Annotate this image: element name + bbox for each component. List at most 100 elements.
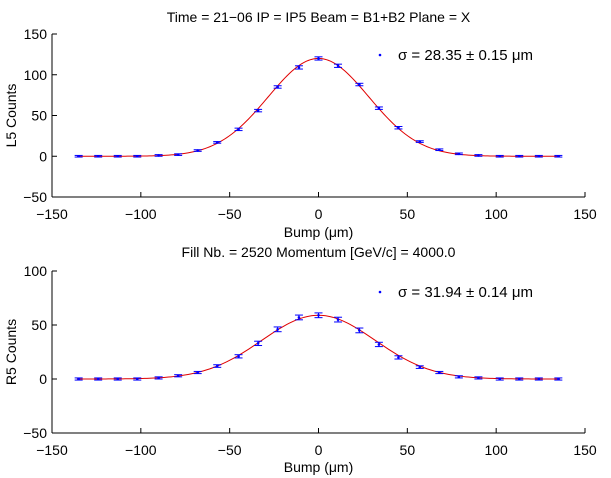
point-marker <box>358 83 361 86</box>
x-tick-label: 150 <box>573 442 597 458</box>
data-point <box>193 370 202 375</box>
y-tick-label: 50 <box>31 317 47 333</box>
data-point <box>474 376 483 380</box>
chart-2: Fill Nb. = 2520 Momentum [GeV/c] = 4000.… <box>3 244 597 475</box>
point-marker <box>336 318 340 321</box>
point-marker <box>157 154 160 157</box>
y-tick-label: 100 <box>24 263 48 279</box>
point-marker <box>498 377 502 381</box>
point-marker <box>457 375 461 379</box>
point-marker <box>477 376 480 380</box>
point-marker <box>176 374 180 378</box>
data-point <box>474 154 483 157</box>
point-marker <box>418 140 422 143</box>
point-marker <box>377 343 381 346</box>
point-marker <box>537 154 541 158</box>
data-point <box>254 108 263 113</box>
data-point <box>154 154 163 157</box>
data-point <box>495 377 504 381</box>
y-tick-label: 0 <box>39 371 47 387</box>
x-tick-label: 100 <box>484 442 508 458</box>
x-axis-title: Bump (μm) <box>284 224 354 240</box>
data-point <box>334 316 343 323</box>
data-point <box>374 341 383 348</box>
legend-label: σ = 31.94 ± 0.14 μm <box>398 284 533 301</box>
x-tick-label: −100 <box>125 442 157 458</box>
data-point <box>415 140 424 143</box>
data-point <box>314 312 323 319</box>
y-tick-label: −50 <box>23 189 47 205</box>
data-point <box>234 354 243 359</box>
point-marker <box>77 377 80 381</box>
point-marker <box>336 64 340 68</box>
point-marker <box>537 377 541 381</box>
data-point <box>515 154 524 158</box>
data-point <box>394 126 403 130</box>
data-point <box>213 141 222 144</box>
y-tick-label: 100 <box>24 67 48 83</box>
x-tick-label: 0 <box>315 206 323 222</box>
chart-title: Fill Nb. = 2520 Momentum [GeV/c] = 4000.… <box>182 244 456 260</box>
y-axis-title: L5 Counts <box>3 84 19 148</box>
x-tick-label: −150 <box>36 206 68 222</box>
data-point <box>515 377 524 381</box>
point-marker <box>176 153 180 156</box>
data-point <box>213 364 222 368</box>
point-marker <box>498 154 502 158</box>
data-point <box>355 327 364 334</box>
point-marker <box>196 149 199 152</box>
data-point <box>334 63 343 68</box>
point-marker <box>135 154 139 158</box>
point-marker <box>96 154 100 158</box>
point-marker <box>215 141 219 144</box>
point-marker <box>96 377 100 381</box>
legend-marker <box>378 53 382 57</box>
point-marker <box>215 364 219 368</box>
data-point <box>534 377 543 381</box>
data-point <box>74 154 83 158</box>
x-tick-label: 100 <box>484 206 508 222</box>
point-marker <box>317 313 320 317</box>
data-point <box>193 149 202 152</box>
point-marker <box>77 154 80 158</box>
data-point <box>374 106 383 110</box>
data-point <box>394 355 403 360</box>
point-marker <box>157 376 160 380</box>
data-point <box>554 154 563 158</box>
point-marker <box>116 377 120 381</box>
data-point <box>294 314 303 321</box>
point-marker <box>276 85 279 89</box>
x-tick-label: −50 <box>218 206 242 222</box>
point-marker <box>377 106 381 110</box>
data-point <box>273 85 282 89</box>
data-point <box>454 152 463 156</box>
point-marker <box>557 154 560 158</box>
legend-marker <box>378 290 382 294</box>
x-tick-label: 0 <box>315 442 323 458</box>
data-point <box>94 377 103 381</box>
data-point <box>454 375 463 379</box>
fit-curve <box>76 314 561 380</box>
legend-label: σ = 28.35 ± 0.15 μm <box>398 47 533 64</box>
point-marker <box>196 371 199 374</box>
data-point <box>534 154 543 158</box>
fit-curve <box>76 57 561 157</box>
data-point <box>133 377 142 381</box>
x-tick-label: 50 <box>400 442 416 458</box>
x-tick-label: −50 <box>218 442 242 458</box>
data-point <box>113 154 122 158</box>
data-point <box>355 82 364 87</box>
data-point <box>495 154 504 158</box>
data-point <box>154 376 163 380</box>
point-marker <box>276 328 279 331</box>
data-point <box>435 148 444 152</box>
point-marker <box>397 126 400 130</box>
point-marker <box>317 57 320 60</box>
data-point <box>254 340 263 347</box>
point-marker <box>457 152 461 156</box>
data-point <box>314 56 323 61</box>
x-tick-label: −150 <box>36 442 68 458</box>
data-point <box>174 374 183 378</box>
y-tick-label: −50 <box>23 425 47 441</box>
point-marker <box>358 329 361 332</box>
